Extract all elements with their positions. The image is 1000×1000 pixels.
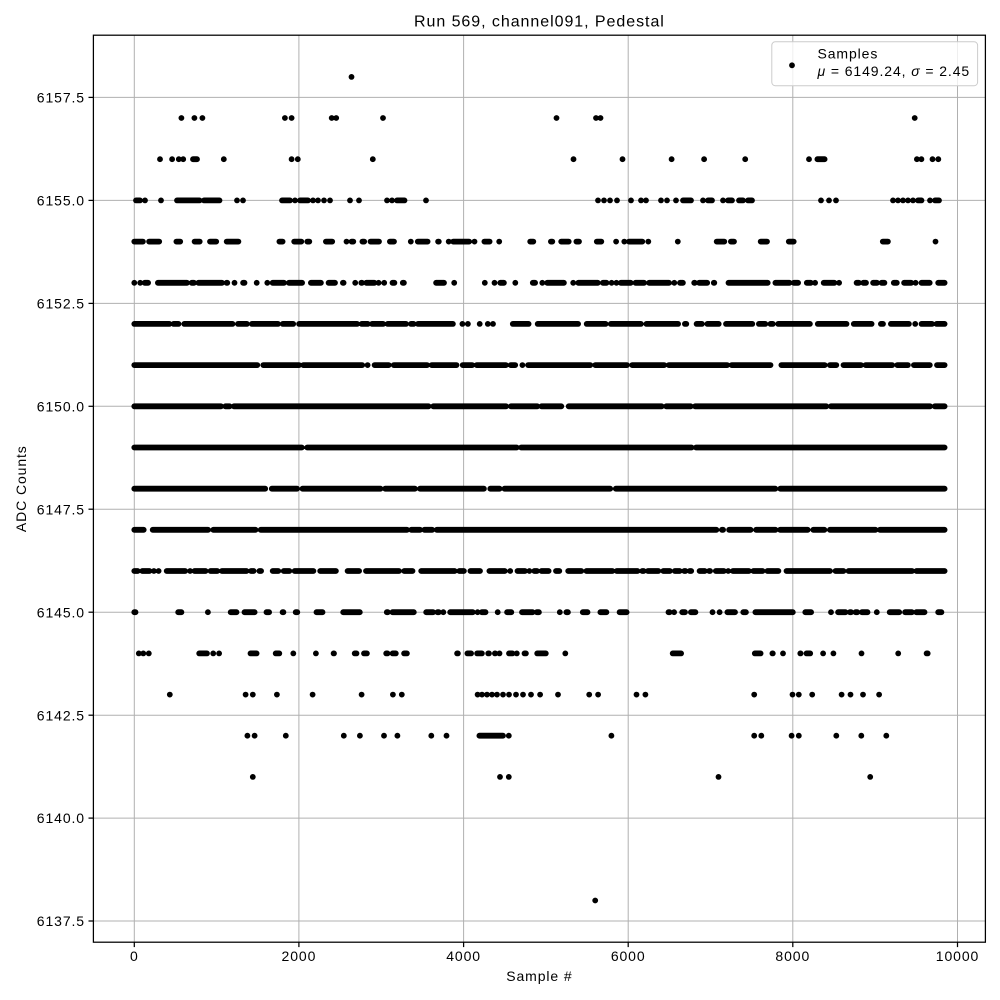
- svg-text:6140.0: 6140.0: [37, 810, 85, 826]
- svg-text:0: 0: [130, 948, 139, 964]
- svg-text:Sample #: Sample #: [506, 968, 572, 984]
- svg-text:6155.0: 6155.0: [37, 193, 85, 209]
- svg-text:6000: 6000: [611, 948, 646, 964]
- svg-text:10000: 10000: [936, 948, 979, 964]
- svg-text:ADC Counts: ADC Counts: [13, 445, 29, 532]
- svg-text:μ = 6149.24, σ = 2.45: μ = 6149.24, σ = 2.45: [817, 63, 971, 79]
- svg-text:2000: 2000: [282, 948, 317, 964]
- svg-text:6142.5: 6142.5: [37, 707, 85, 723]
- svg-text:6137.5: 6137.5: [37, 913, 85, 929]
- svg-text:6157.5: 6157.5: [37, 90, 85, 106]
- svg-text:4000: 4000: [446, 948, 481, 964]
- svg-text:Samples: Samples: [818, 45, 879, 61]
- svg-text:Run 569, channel091, Pedestal: Run 569, channel091, Pedestal: [414, 13, 665, 30]
- svg-text:6145.0: 6145.0: [37, 604, 85, 620]
- svg-text:6150.0: 6150.0: [37, 398, 85, 414]
- svg-text:8000: 8000: [775, 948, 810, 964]
- svg-text:6152.5: 6152.5: [37, 296, 85, 312]
- svg-text:6147.5: 6147.5: [37, 501, 85, 517]
